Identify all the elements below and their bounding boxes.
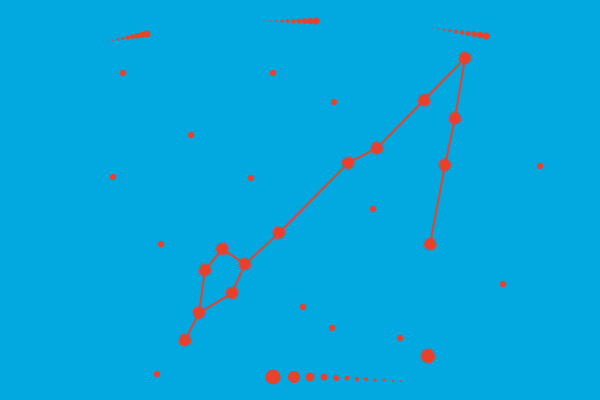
constellation-line	[198, 269, 206, 314]
background-star	[153, 370, 161, 378]
background-star	[536, 162, 544, 170]
bright-star	[271, 225, 287, 241]
bright-star	[177, 332, 193, 348]
background-star	[119, 69, 127, 77]
constellation-line	[198, 292, 233, 314]
background-star	[330, 98, 338, 106]
background-star	[369, 205, 377, 213]
constellation-line	[244, 232, 280, 265]
bright-star	[437, 157, 453, 173]
constellation-line	[429, 164, 446, 245]
shooting-star	[264, 17, 320, 25]
bright-star	[422, 236, 438, 252]
background-star	[269, 69, 277, 77]
background-star	[109, 173, 117, 181]
background-star	[247, 174, 255, 182]
shooting-star	[107, 30, 151, 42]
constellation-line	[454, 57, 466, 119]
constellation-lines	[184, 57, 466, 341]
background-star	[396, 334, 404, 342]
bright-star	[237, 256, 253, 272]
bright-star	[419, 347, 437, 365]
background-star	[187, 131, 195, 139]
shooting-star	[431, 27, 490, 40]
bright-star	[340, 155, 356, 171]
background-stars	[109, 69, 544, 378]
bright-star	[447, 110, 463, 126]
constellation-line	[278, 162, 349, 234]
shooting-star	[265, 369, 402, 385]
background-star	[499, 280, 507, 288]
bright-star	[224, 285, 240, 301]
constellation-line	[444, 117, 456, 166]
bright-star	[457, 50, 473, 66]
background-star	[157, 240, 165, 248]
constellation-stars	[177, 50, 473, 365]
constellation-line	[376, 99, 425, 149]
background-star	[328, 324, 336, 332]
bright-star	[197, 262, 213, 278]
bright-star	[369, 140, 385, 156]
bright-star	[191, 305, 207, 321]
bright-star	[214, 241, 230, 257]
constellation-line	[423, 57, 466, 101]
bright-star	[416, 92, 432, 108]
shooting-stars	[107, 17, 490, 385]
background-star	[299, 303, 307, 311]
